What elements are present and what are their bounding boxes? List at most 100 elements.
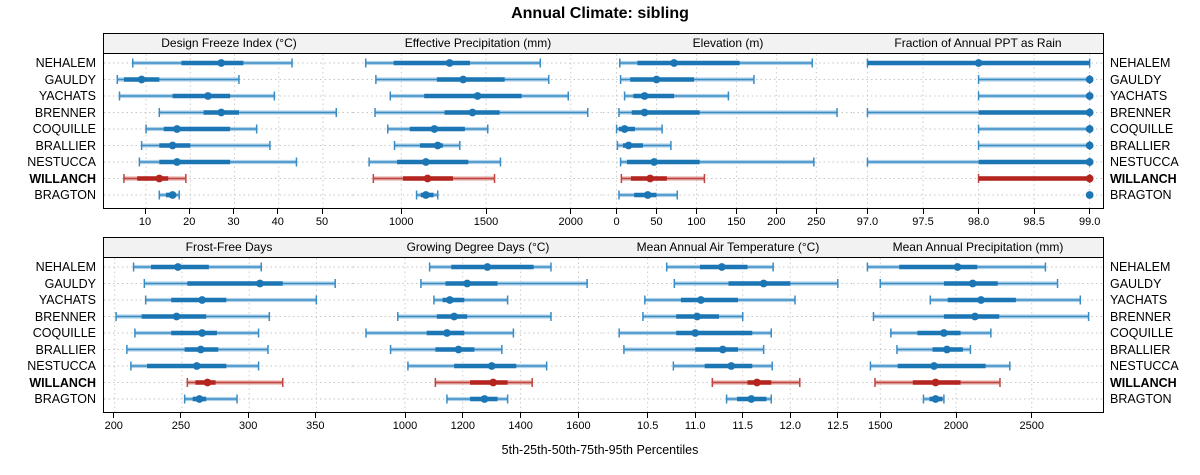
median-dot [974, 59, 983, 67]
axis-tick-label: 250 [807, 216, 826, 228]
percentile-row [144, 295, 318, 305]
percentile-row [615, 124, 663, 134]
rightcol: NEHALEM GAULDY YACHATS BRENNER COQUILLE BRALL… [1110, 33, 1200, 233]
axis-tick [485, 209, 487, 214]
axis-tick [144, 209, 146, 214]
axis-tick-label: 50 [315, 216, 329, 228]
median-dot [1085, 191, 1094, 199]
percentile-row [872, 312, 1090, 321]
percentile-row [132, 262, 263, 272]
percentile-row [673, 279, 839, 288]
median-dot [697, 296, 705, 304]
percentile-row [393, 141, 461, 150]
median-dot [640, 92, 649, 100]
median-dot [931, 378, 940, 387]
percentile-row [1085, 191, 1094, 199]
axis-tick-label: 10.5 [636, 420, 659, 432]
median-dot [443, 329, 451, 337]
median-dot [643, 191, 652, 199]
site-label-right: BRENNER [1110, 309, 1172, 324]
panel-plot-area [104, 258, 354, 412]
axis-tick-label: 1500 [473, 216, 499, 228]
axis-tick [789, 413, 791, 418]
median-dot [640, 108, 649, 117]
axis-tick-label: 200 [767, 216, 786, 228]
percentile-row [922, 394, 945, 404]
median-dot [953, 263, 962, 271]
axis-tick [955, 413, 957, 418]
median-dot [620, 125, 629, 133]
median-dot [487, 362, 496, 370]
percentile-row [618, 328, 773, 338]
percentile-row [642, 312, 744, 321]
panel-strip: Fraction of Annual PPT as Rain [853, 34, 1103, 54]
axis-tick-label: 98.5 [1023, 216, 1045, 228]
axis-tick [815, 209, 817, 214]
site-label-right: NESTUCCA [1110, 359, 1179, 373]
median-dot [727, 362, 736, 370]
median-dot [454, 345, 463, 354]
percentile-row [618, 190, 679, 200]
median-dot [459, 75, 468, 84]
axis-tick-label: 1500 [868, 420, 893, 432]
percentile-row [433, 295, 509, 305]
percentile-row [389, 91, 570, 101]
axis-tick-label: 350 [306, 420, 325, 432]
site-label-right: BRENNER [1110, 105, 1172, 120]
panel-plot [603, 258, 853, 412]
panel-plot-area [853, 54, 1103, 208]
axis-tick-label: 12.5 [827, 420, 849, 432]
median-dot [747, 395, 756, 403]
median-dot [483, 263, 492, 271]
percentile-row [446, 394, 509, 404]
percentile-row [372, 174, 496, 183]
axis-tick [233, 209, 235, 214]
band-0: NEHALEM GAULDY YACHATS BRENNER COQUILLE BRALL… [0, 33, 1200, 233]
percentile-row [126, 345, 269, 354]
percentile-row [977, 141, 1094, 150]
axis-tick [775, 209, 777, 214]
axis-tick-label: 1000 [389, 216, 414, 228]
percentile-row [415, 190, 439, 200]
site-label-right: NEHALEM [1110, 260, 1171, 274]
axis-tick [277, 209, 279, 214]
percentile-row [116, 75, 240, 84]
panel-title: Fraction of Annual PPT as Rain [894, 36, 1062, 50]
median-dot [217, 108, 226, 117]
axis-tick-label: 98.0 [967, 216, 990, 228]
percentile-row [977, 174, 1094, 183]
axis-tick-label: 100 [687, 216, 706, 228]
axis-tick-label: 11.5 [732, 420, 754, 432]
site-label-left: WILLANCH [29, 375, 96, 390]
panel-strip: Design Freeze Index (°C) [104, 34, 354, 54]
panel-strip: Frost-Free Days [104, 238, 354, 258]
site-label-left: NEHALEM [35, 260, 96, 274]
percentile-row [623, 91, 730, 101]
panel-frost-free-days: Frost-Free Days [103, 237, 355, 413]
site-label-left: YACHATS [38, 89, 96, 103]
median-dot [691, 329, 700, 337]
axis-tick [695, 209, 697, 214]
axis-tick [321, 209, 323, 214]
site-label-right: COQUILLE [1110, 326, 1174, 340]
median-dot [430, 125, 439, 133]
median-dot [473, 92, 482, 100]
median-dot [940, 329, 948, 337]
axis-tick-label: 1600 [566, 420, 591, 432]
site-label-right: NEHALEM [1110, 56, 1171, 70]
axis-tick [400, 209, 402, 214]
site-label-right: COQUILLE [1110, 122, 1174, 136]
median-dot [445, 59, 454, 67]
panel-strip: Growing Degree Days (°C) [353, 238, 603, 258]
site-label-right: NESTUCCA [1110, 155, 1179, 169]
axis-tick [247, 413, 249, 418]
median-dot [930, 362, 938, 370]
panel-plot [353, 54, 603, 208]
axis-tick-label: 1400 [508, 420, 533, 432]
median-dot [1085, 108, 1094, 117]
percentile-row [365, 328, 515, 338]
axis-tick [520, 413, 522, 418]
percentile-row [672, 361, 773, 371]
axis-tick [188, 209, 190, 214]
